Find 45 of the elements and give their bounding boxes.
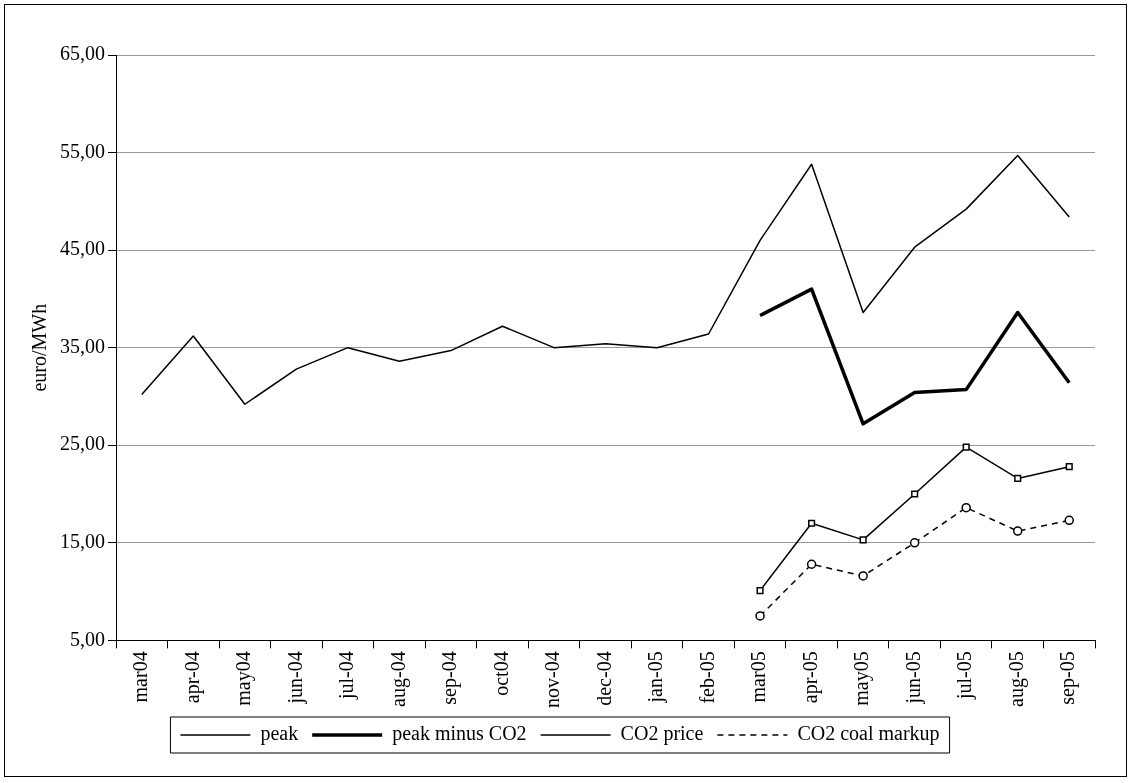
x-tick-label: sep-05 [1056, 651, 1080, 705]
y-tick-label: 35,00 [60, 334, 105, 357]
y-axis-title: euro/MWh [28, 303, 51, 392]
x-tick-label: oct04 [489, 651, 512, 696]
y-tick-label: 55,00 [60, 139, 105, 162]
x-tick-label: apr-05 [798, 651, 822, 704]
point [806, 559, 817, 569]
x-tick-label: may05 [850, 651, 874, 706]
legend-label: CO2 price [620, 722, 704, 746]
x-tick-label: jul-05 [953, 651, 977, 701]
y-tick-label: 5,00 [70, 627, 105, 650]
x-tick-label: aug-05 [1004, 651, 1028, 707]
point [755, 611, 765, 621]
point [909, 538, 920, 548]
point [1014, 474, 1022, 482]
legend-label: peak minus CO2 [392, 722, 527, 746]
x-tick-label: apr-04 [180, 651, 204, 704]
y-tick-label: 15,00 [60, 530, 105, 553]
x-tick-label: may04 [232, 651, 256, 706]
x-tick-label: nov-04 [541, 651, 564, 709]
legend-label: peak [260, 722, 299, 746]
point [859, 536, 867, 544]
y-tick-label: 25,00 [60, 432, 105, 455]
point [756, 587, 764, 595]
x-tick-label: jul-04 [335, 651, 359, 701]
point [911, 490, 919, 498]
point [961, 502, 971, 513]
point [1065, 463, 1073, 471]
point [1064, 515, 1074, 526]
point [858, 571, 868, 581]
x-tick-label: mar04 [129, 651, 152, 703]
legend-label: CO2 coal markup [797, 722, 940, 746]
x-tick-label: jun-04 [283, 651, 307, 705]
point [808, 519, 816, 527]
y-tick-label: 65,00 [60, 42, 105, 65]
x-tick-label: aug-04 [386, 651, 410, 707]
x-tick-label: sep-04 [438, 651, 462, 705]
x-tick-label: feb-05 [695, 651, 718, 704]
y-tick-label: 45,00 [60, 237, 105, 260]
point [962, 443, 970, 451]
point [1012, 526, 1023, 536]
x-tick-label: dec-04 [592, 651, 615, 706]
x-tick-label: jan-05 [644, 651, 668, 704]
x-tick-label: jun-05 [901, 651, 925, 705]
x-tick-label: mar05 [747, 651, 770, 703]
